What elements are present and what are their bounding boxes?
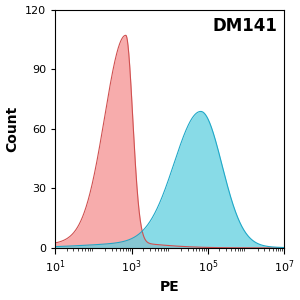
Text: DM141: DM141 — [212, 17, 277, 35]
X-axis label: PE: PE — [160, 280, 180, 294]
Y-axis label: Count: Count — [6, 106, 20, 152]
